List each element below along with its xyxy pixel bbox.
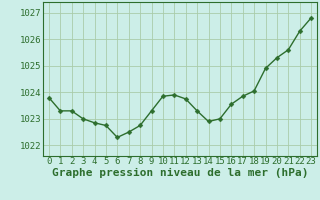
X-axis label: Graphe pression niveau de la mer (hPa): Graphe pression niveau de la mer (hPa) [52,168,308,178]
